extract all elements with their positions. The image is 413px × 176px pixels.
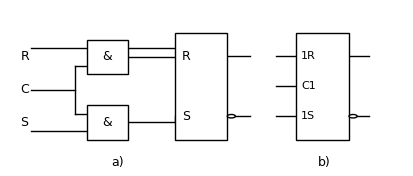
Circle shape	[227, 115, 235, 118]
Text: C: C	[20, 83, 29, 96]
Bar	[296, 33, 348, 140]
Bar	[87, 105, 128, 140]
Text: S: S	[181, 110, 190, 123]
Text: &: &	[102, 51, 112, 64]
Circle shape	[348, 115, 356, 118]
Bar	[87, 40, 128, 74]
Text: 1R: 1R	[300, 51, 315, 61]
Text: S: S	[20, 116, 28, 129]
Text: C1: C1	[300, 81, 315, 91]
Bar	[174, 33, 227, 140]
Text: 1S: 1S	[300, 111, 314, 121]
Text: &: &	[102, 116, 112, 129]
Text: b): b)	[318, 156, 330, 169]
Text: R: R	[20, 51, 29, 64]
Text: a): a)	[111, 156, 124, 169]
Text: R: R	[181, 50, 190, 63]
